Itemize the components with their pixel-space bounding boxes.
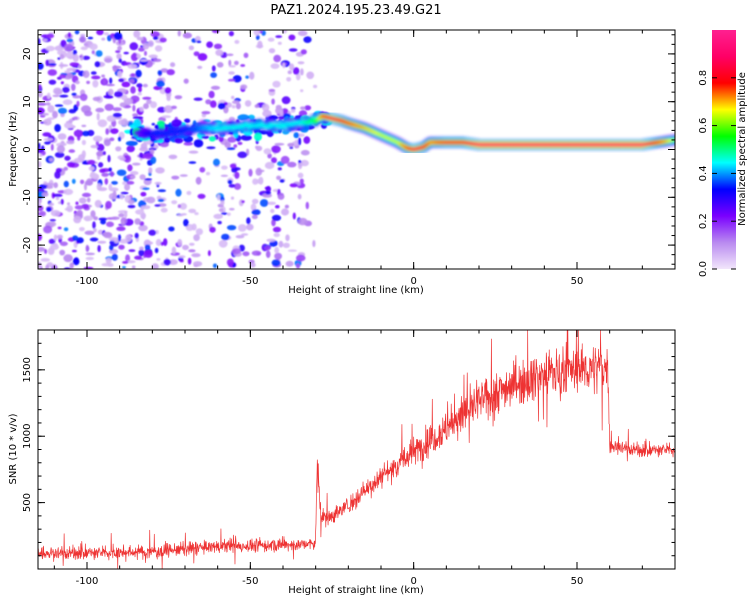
y-tick-label: 1500 bbox=[22, 357, 33, 382]
spectrogram-y-label: Frequency (Hz) bbox=[8, 111, 19, 187]
colorbar-ticks: 0.0 0.2 0.4 0.6 0.8 bbox=[698, 70, 736, 277]
x-tick-label: -50 bbox=[242, 276, 258, 287]
y-tick-label: 10 bbox=[22, 95, 33, 108]
colorbar: 0.0 0.2 0.4 0.6 0.8 Normalized spectral ampl… bbox=[698, 30, 748, 277]
colorbar-tick-label: 0.0 bbox=[698, 261, 709, 277]
snr-y-label: SNR (10 * v/v) bbox=[8, 413, 19, 484]
chart-title: PAZ1.2024.195.23.49.G21 bbox=[270, 3, 441, 18]
snr-axis-ticks: -100 -50 0 50 500 1000 1500 bbox=[22, 329, 676, 587]
y-tick-label: 20 bbox=[22, 48, 33, 61]
x-tick-label: 50 bbox=[571, 276, 584, 287]
x-tick-label: -50 bbox=[242, 576, 258, 587]
snr-series-line bbox=[38, 330, 675, 569]
colorbar-tick-label: 0.6 bbox=[698, 118, 709, 134]
colorbar-gradient bbox=[712, 30, 736, 269]
x-tick-label: 0 bbox=[410, 576, 416, 587]
snr-panel: -100 -50 0 50 500 1000 1500 Height of straight… bbox=[8, 329, 676, 596]
x-tick-label: 0 bbox=[410, 276, 416, 287]
colorbar-tick-label: 0.8 bbox=[698, 70, 709, 86]
snr-x-label: Height of straight line (km) bbox=[288, 585, 424, 596]
snr-plot-area bbox=[38, 330, 675, 569]
colorbar-tick-label: 0.4 bbox=[698, 165, 709, 181]
x-tick-label: -100 bbox=[76, 276, 99, 287]
colorbar-tick-label: 0.2 bbox=[698, 213, 709, 229]
x-tick-label: 50 bbox=[571, 576, 584, 587]
y-tick-label: -10 bbox=[22, 189, 33, 205]
spectrogram-noise-blobs bbox=[38, 30, 333, 269]
spectrogram-heatmap bbox=[38, 30, 675, 269]
y-tick-label: 500 bbox=[22, 493, 33, 512]
colorbar-label: Normalized spectral amplitude bbox=[737, 72, 748, 226]
y-tick-label: 1000 bbox=[22, 423, 33, 448]
spectrogram-x-label: Height of straight line (km) bbox=[288, 285, 424, 296]
y-tick-label: -20 bbox=[22, 237, 33, 253]
y-tick-label: 0 bbox=[22, 146, 33, 152]
x-tick-label: -100 bbox=[76, 576, 99, 587]
